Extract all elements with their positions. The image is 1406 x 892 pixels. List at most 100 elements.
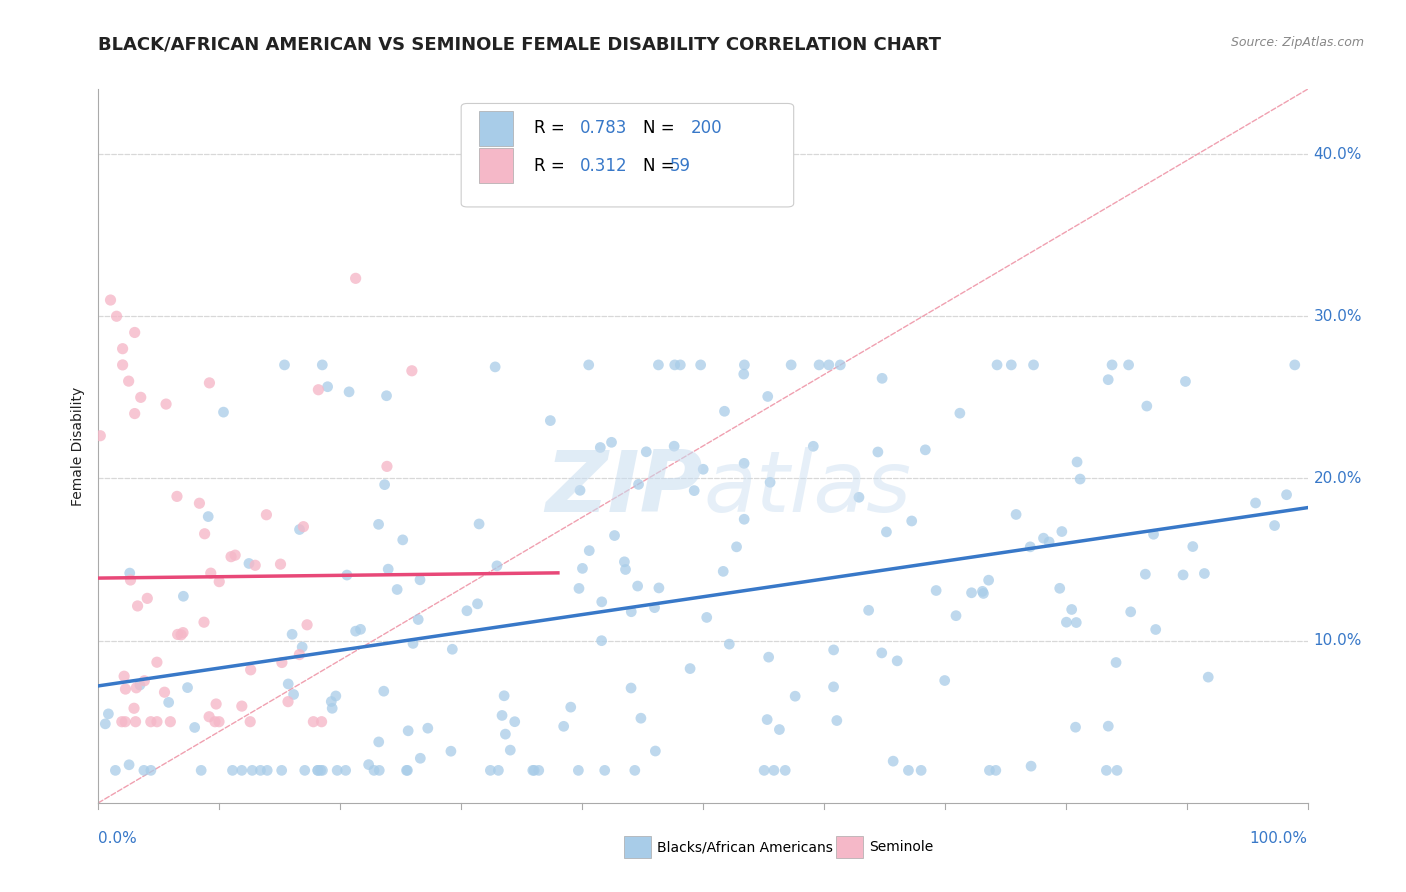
Point [396,764,419,778]
Point [1275,488,1298,502]
Point [711,565,734,579]
Point [1064,720,1087,734]
Point [291,640,314,654]
Point [644,744,666,758]
Point [198,376,221,390]
Point [94,716,117,731]
Point [801,439,824,453]
Point [1174,375,1197,389]
Point [1050,524,1073,539]
Point [166,489,188,503]
Point [219,549,242,564]
Point [292,519,315,533]
Point [307,383,329,397]
Point [112,669,135,683]
Point [467,597,489,611]
Point [823,680,845,694]
Point [105,310,128,324]
Point [664,358,686,372]
Point [205,697,228,711]
Point [1005,508,1028,522]
Point [104,764,127,778]
Point [344,624,367,639]
Point [129,390,152,404]
Point [925,583,948,598]
Point [321,694,343,708]
Bar [479,148,513,184]
Point [468,516,491,531]
Point [127,599,149,613]
Point [758,650,780,665]
Point [1054,615,1077,630]
Point [239,663,262,677]
Point [208,574,231,589]
Point [188,496,211,510]
Point [1105,764,1128,778]
Point [627,477,650,491]
Point [1197,670,1219,684]
Point [945,608,967,623]
Point [538,414,561,428]
Point [1095,764,1118,778]
Point [692,462,714,476]
Point [1069,472,1091,486]
Point [591,633,613,648]
Point [231,764,253,778]
Point [172,589,194,603]
Point [270,557,292,571]
Point [124,407,146,421]
Point [1060,602,1083,616]
Text: ZIP: ZIP [546,447,703,531]
Point [344,271,367,285]
Point [100,293,122,307]
Text: 0.0%: 0.0% [98,831,138,847]
Text: 40.0%: 40.0% [1313,146,1362,161]
Point [139,714,162,729]
Point [1032,531,1054,545]
Point [402,636,425,650]
Point [900,514,922,528]
Point [494,727,516,741]
Point [1194,566,1216,581]
Text: N =: N = [643,157,679,175]
Point [440,744,463,758]
Point [288,648,311,662]
Text: 200: 200 [690,120,723,137]
Text: 100.0%: 100.0% [1250,831,1308,847]
Point [368,764,391,778]
Point [349,623,371,637]
Point [569,483,592,498]
Point [589,441,612,455]
Point [302,714,325,729]
Point [553,719,575,733]
Point [375,459,398,474]
Point [256,764,278,778]
Point [1105,656,1128,670]
Point [627,579,650,593]
Point [374,477,396,491]
Point [367,517,389,532]
Text: 20.0%: 20.0% [1313,471,1362,486]
Point [756,389,779,403]
Point [134,673,156,688]
Point [756,713,779,727]
Point [114,714,136,729]
Point [385,582,408,597]
Point [1022,358,1045,372]
Point [377,562,399,576]
Point [733,456,755,470]
Point [620,681,643,695]
Point [124,326,146,340]
Point [1000,358,1022,372]
Point [224,548,246,562]
Point [311,358,333,372]
Point [118,757,141,772]
Point [662,439,685,453]
Point [240,764,263,778]
Point [200,566,222,581]
Text: 59: 59 [669,157,690,175]
Point [139,764,162,778]
Point [593,764,616,778]
Point [176,681,198,695]
Text: N =: N = [643,120,679,137]
